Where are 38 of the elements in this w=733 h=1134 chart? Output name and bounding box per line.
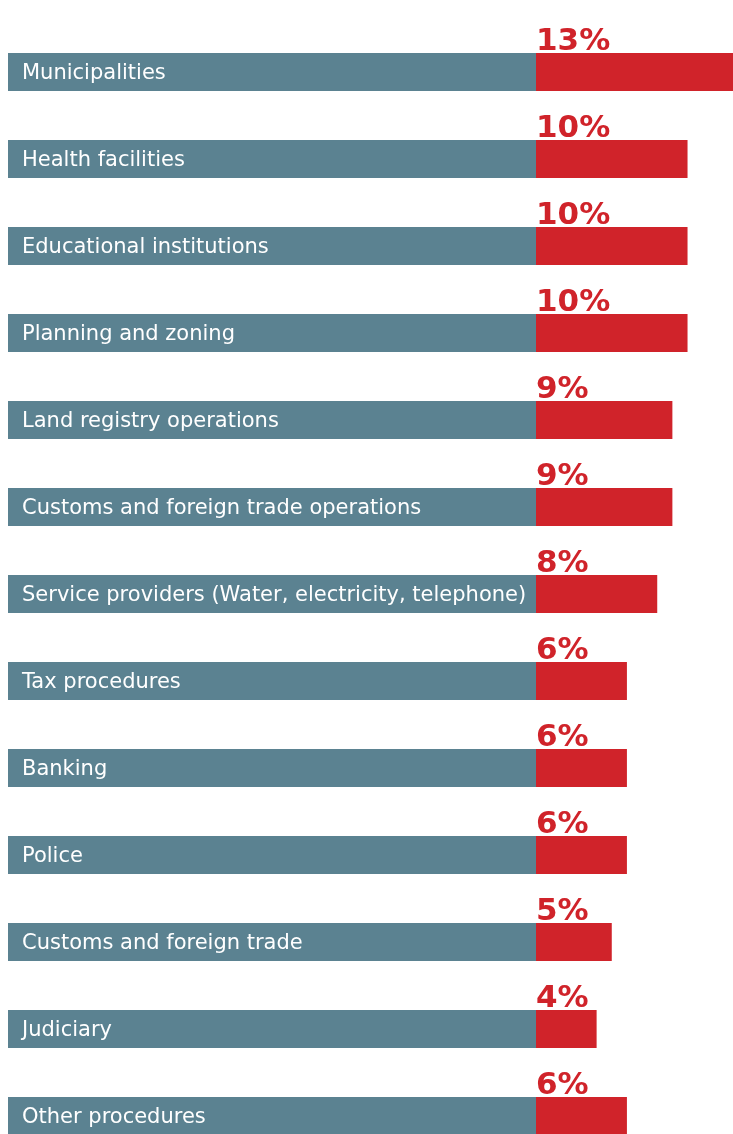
y-tick-label: Land registry operations xyxy=(22,408,279,432)
bar xyxy=(536,140,688,178)
bar xyxy=(536,1010,597,1048)
data-label: 4% xyxy=(536,978,589,1014)
bar xyxy=(536,662,627,700)
data-label: 10% xyxy=(536,282,611,318)
y-tick-label: Banking xyxy=(22,756,108,780)
data-label: 5% xyxy=(536,891,589,927)
y-tick-label: Tax procedures xyxy=(21,669,181,693)
bar xyxy=(536,227,688,265)
bar xyxy=(536,1097,627,1134)
data-label: 6% xyxy=(536,717,589,753)
data-label: 6% xyxy=(536,630,589,666)
data-label: 6% xyxy=(536,804,589,840)
data-label: 10% xyxy=(536,108,611,144)
data-label: 10% xyxy=(536,195,611,231)
y-tick-label: Health facilities xyxy=(22,147,185,171)
bar xyxy=(536,314,688,352)
bar xyxy=(536,488,673,526)
y-tick-label: Municipalities xyxy=(22,60,166,84)
bar xyxy=(536,575,658,613)
data-label: 13% xyxy=(536,21,611,57)
y-tick-label: Planning and zoning xyxy=(22,321,235,345)
y-tick-label: Judiciary xyxy=(20,1017,112,1041)
y-tick-label: Customs and foreign trade xyxy=(22,930,303,954)
bar xyxy=(536,401,673,439)
y-tick-label: Customs and foreign trade operations xyxy=(22,495,422,519)
y-tick-label: Police xyxy=(22,843,83,867)
bar xyxy=(536,923,612,961)
data-label: 9% xyxy=(536,369,589,405)
data-label: 9% xyxy=(536,456,589,492)
y-tick-label: Service providers (Water, electricity, telephone) xyxy=(22,582,527,606)
y-tick-label: Educational institutions xyxy=(22,234,269,258)
data-label: 6% xyxy=(536,1065,589,1101)
y-tick-label: Other procedures xyxy=(22,1104,206,1128)
bar xyxy=(536,836,627,874)
data-label: 8% xyxy=(536,543,589,579)
bar xyxy=(536,749,627,787)
